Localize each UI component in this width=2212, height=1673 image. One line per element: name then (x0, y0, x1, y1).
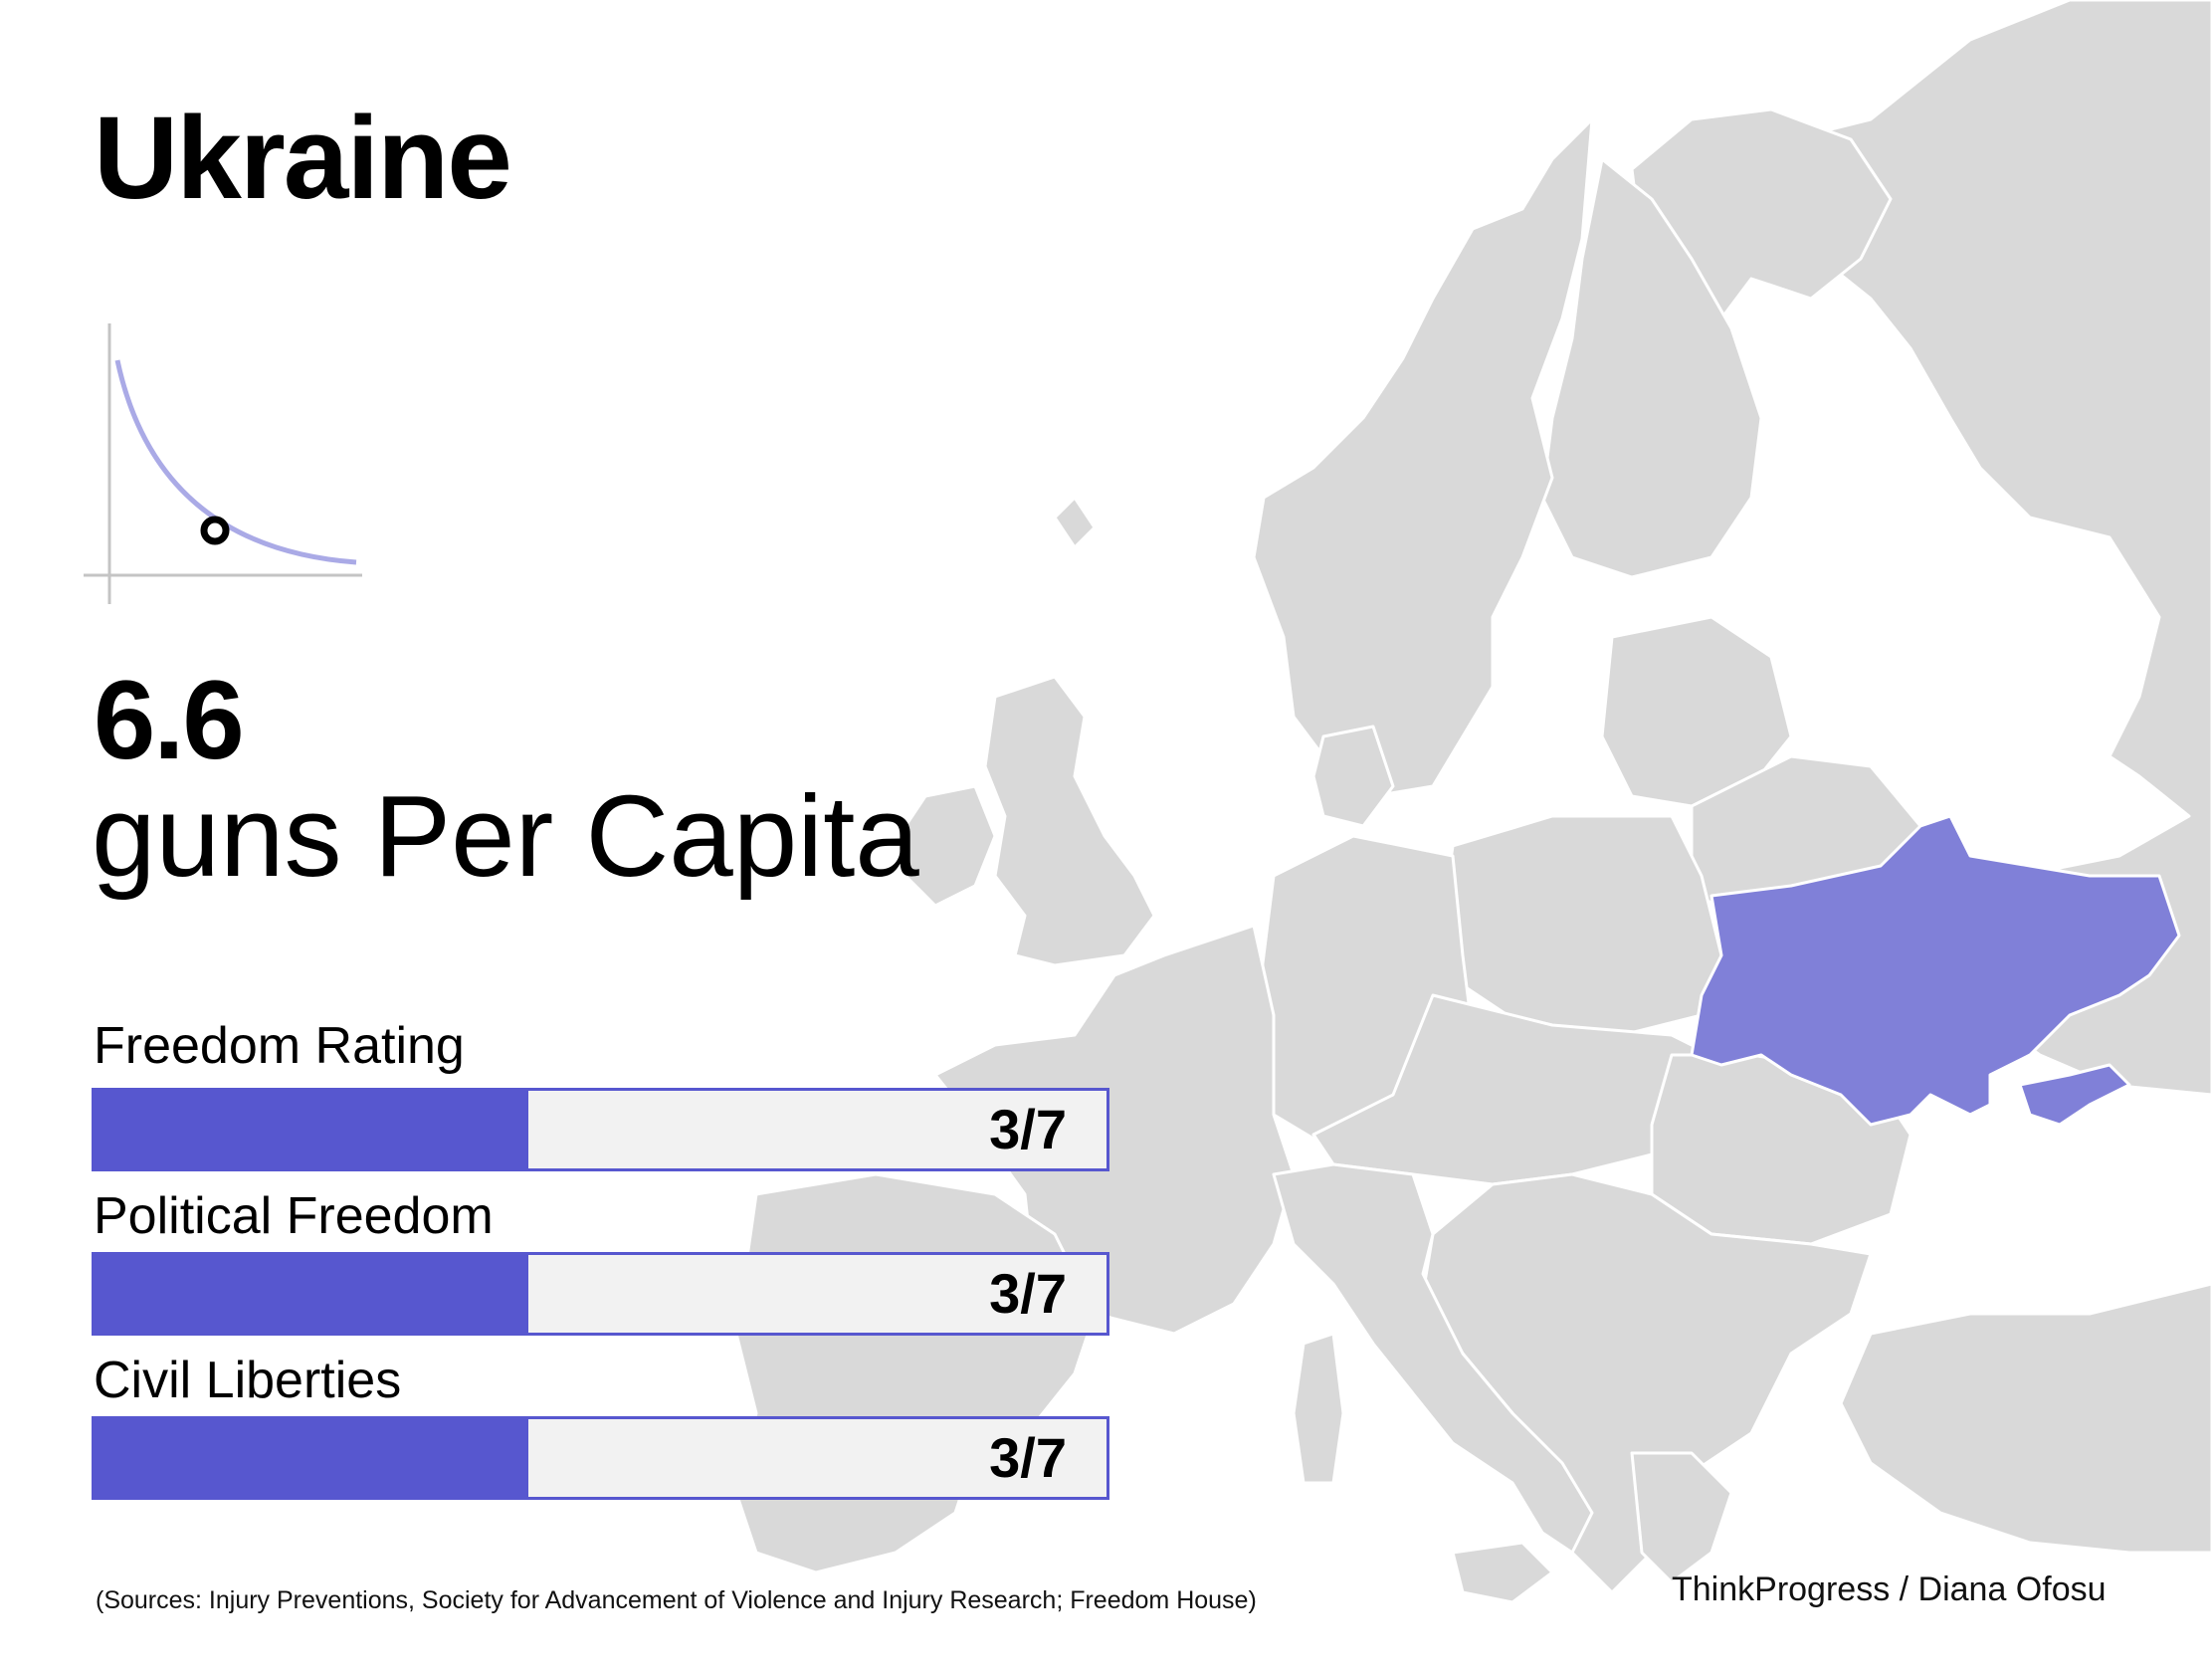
map-land-iceland (1053, 496, 1097, 549)
map-land-turkey (1839, 1282, 2212, 1555)
political-freedom-label: Political Freedom (94, 1187, 494, 1245)
guns-per-capita-value: 6.6 (94, 658, 245, 782)
civil-liberties-value: 3/7 (989, 1426, 1067, 1489)
map-land-greece (1630, 1451, 1733, 1584)
map-land-ireland (904, 784, 997, 908)
guns-per-capita-label: guns Per Capita (92, 771, 919, 901)
mini-chart-curve (114, 359, 357, 565)
sources-note: (Sources: Injury Preventions, Society fo… (96, 1586, 1257, 1614)
map-land-great-britain (983, 675, 1156, 967)
page-title: Ukraine (94, 93, 512, 224)
civil-liberties-bar: 3/7 (92, 1416, 1109, 1500)
map-land-scandinavia (1252, 117, 1594, 798)
map-land-sicily (1451, 1541, 1554, 1604)
political-freedom-bar: 3/7 (92, 1252, 1109, 1336)
map-country-crimea (2018, 1063, 2131, 1127)
freedom-rating-bar: 3/7 (92, 1088, 1109, 1171)
map-land-poland (1441, 814, 1723, 1037)
map-land-italy (1272, 1162, 1594, 1555)
map-land-finland (1540, 157, 1763, 579)
civil-liberties-fill (95, 1419, 528, 1497)
credit-line: ThinkProgress / Diana Ofosu (1672, 1570, 2107, 1608)
map-country-ukraine (1690, 814, 2181, 1127)
map-land-denmark (1311, 725, 1395, 828)
decay-curve-icon (84, 323, 362, 604)
civil-liberties-label: Civil Liberties (94, 1352, 402, 1409)
political-freedom-value: 3/7 (989, 1262, 1067, 1325)
map-land-iberia (734, 1172, 1097, 1574)
freedom-rating-value: 3/7 (989, 1098, 1067, 1160)
map-land-russia (1640, 0, 2212, 1097)
freedom-rating-fill (95, 1091, 528, 1168)
mini-chart-marker (200, 516, 230, 545)
map-land-sardinia (1292, 1332, 1345, 1485)
political-freedom-fill (95, 1255, 528, 1333)
freedom-rating-label: Freedom Rating (94, 1017, 465, 1075)
